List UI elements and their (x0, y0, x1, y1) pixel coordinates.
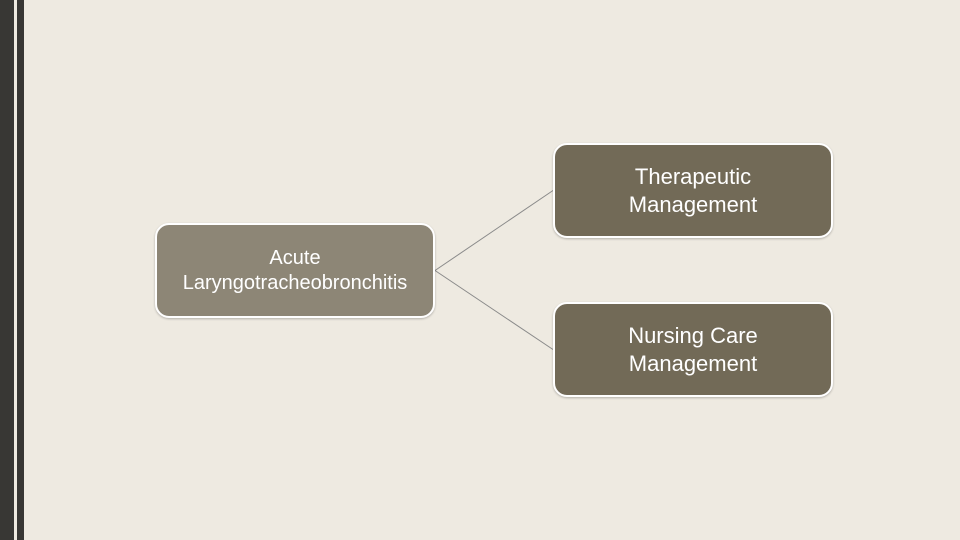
sidebar-bar-thick (0, 0, 14, 540)
node-nursing: Nursing Care Management (553, 302, 833, 397)
connectors-layer (0, 0, 960, 540)
node-root-label: Acute Laryngotracheobronchitis (171, 246, 419, 296)
slide: Acute Laryngotracheobronchitis Therapeut… (0, 0, 960, 540)
sidebar-bar-thin (17, 0, 24, 540)
node-root: Acute Laryngotracheobronchitis (155, 223, 435, 318)
node-therapeutic-label: Therapeutic Management (569, 163, 817, 218)
node-therapeutic: Therapeutic Management (553, 143, 833, 238)
node-nursing-label: Nursing Care Management (569, 322, 817, 377)
